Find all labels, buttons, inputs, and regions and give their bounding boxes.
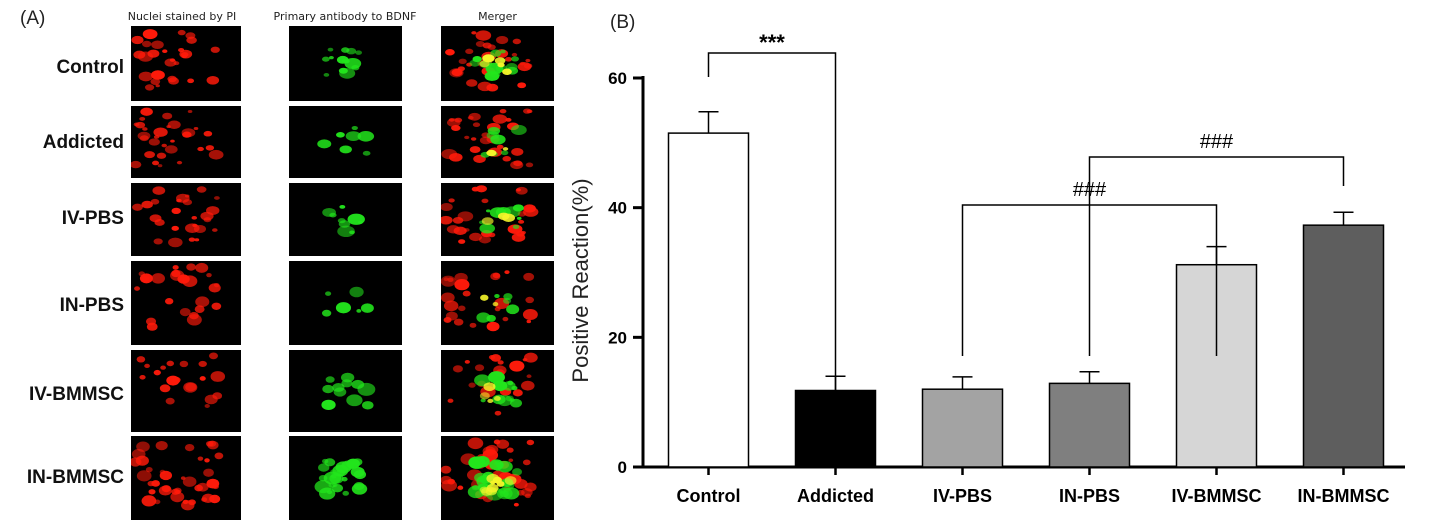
micrograph-in-pbs-merge	[441, 261, 554, 345]
x-tick-label: IV-BMMSC	[1172, 486, 1262, 506]
row-label-control: Control	[56, 57, 124, 78]
significance-label: ***	[759, 30, 785, 55]
error-bar-control	[698, 110, 719, 134]
row-label-iv-bmmsc: IV-BMMSC	[29, 384, 124, 405]
y-tick-label: 0	[618, 458, 627, 477]
micrograph-iv-bmmsc-bdnf	[289, 350, 402, 432]
panel-a-label: (A)	[20, 8, 46, 29]
significance-bracket: ***	[707, 30, 837, 465]
bar-chart: (B) Positive Reaction(%) 0 20 40 60 *** ### #…	[560, 0, 1430, 527]
micrograph-iv-pbs-bdnf	[289, 183, 402, 256]
error-bar-iv-pbs	[952, 376, 973, 390]
micrograph-addicted-merge	[441, 106, 554, 178]
significance-bracket: ###	[1088, 131, 1345, 356]
micrograph-in-bmmsc-pi	[131, 436, 241, 520]
y-tick-label: 20	[608, 328, 627, 347]
micrograph-iv-pbs-merge	[441, 183, 554, 256]
microscopy-panel: (A) Nuclei stained by PI Primary antibod…	[0, 0, 560, 527]
y-tick-label: 60	[608, 69, 627, 88]
micrograph-iv-bmmsc-merge	[441, 350, 554, 432]
micrograph-in-pbs-bdnf	[289, 261, 402, 345]
bar-in-bmmsc	[1302, 224, 1385, 468]
micrograph-iv-pbs-pi	[131, 183, 241, 256]
row-label-in-pbs: IN-PBS	[59, 295, 124, 316]
column-header-bdnf: Primary antibody to BDNF	[273, 10, 417, 23]
x-tick-label: IN-BMMSC	[1298, 486, 1390, 506]
micrograph-in-bmmsc-merge	[441, 436, 554, 520]
micrograph-control-pi	[131, 26, 241, 101]
row-label-iv-pbs: IV-PBS	[61, 208, 124, 229]
bars	[667, 132, 1385, 468]
x-tick-label: Addicted	[797, 486, 874, 506]
micrograph-in-bmmsc-bdnf	[289, 436, 402, 520]
significance-annotations: ***######	[707, 30, 1345, 465]
significance-label: ###	[1200, 131, 1234, 153]
y-tick-label: 40	[608, 199, 627, 218]
row-label-in-bmmsc: IN-BMMSC	[26, 467, 124, 488]
micrograph-control-merge	[441, 26, 554, 101]
axes: 0 20 40 60	[608, 69, 1405, 477]
micrograph-addicted-bdnf	[289, 106, 402, 178]
x-tick-label: Control	[677, 486, 741, 506]
bar-in-pbs	[1048, 382, 1131, 468]
error-bar-in-pbs	[1079, 370, 1100, 384]
micrograph-addicted-pi	[131, 106, 241, 178]
column-header-pi: Nuclei stained by PI	[127, 10, 237, 23]
bar-iv-pbs	[921, 388, 1004, 468]
panel-b-label: (B)	[610, 12, 635, 33]
micrograph-control-bdnf	[289, 26, 402, 101]
micrograph-iv-bmmsc-pi	[131, 350, 241, 432]
x-tick-label: IN-PBS	[1059, 486, 1120, 506]
row-label-addicted: Addicted	[42, 132, 124, 153]
bar-control	[667, 132, 750, 468]
micrograph-in-pbs-pi	[131, 261, 241, 345]
error-bar-in-bmmsc	[1333, 211, 1354, 226]
x-tick-labels: Control Addicted IV-PBS IN-PBS IV-BMMSC IN-BM…	[677, 486, 1390, 506]
x-tick-label: IV-PBS	[933, 486, 992, 506]
y-axis-label: Positive Reaction(%)	[568, 178, 593, 382]
column-header-merger: Merger	[478, 10, 517, 23]
